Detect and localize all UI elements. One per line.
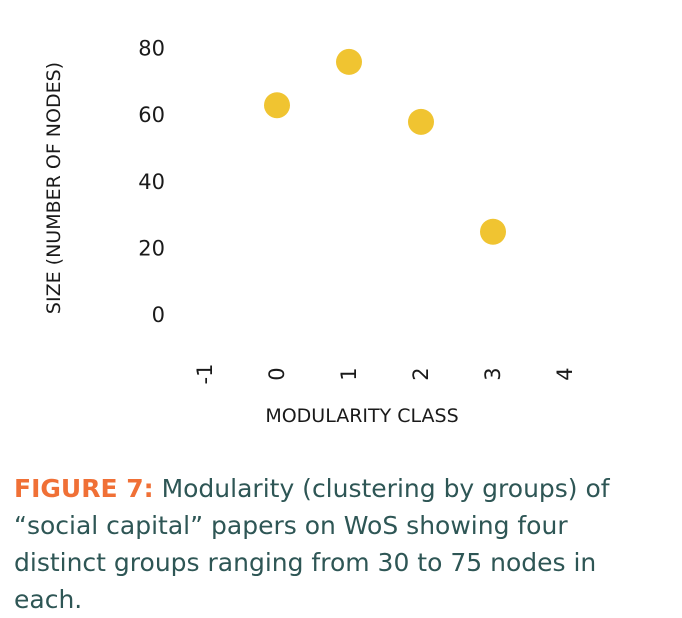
- x-tick-label: 1: [337, 367, 361, 380]
- y-axis-ticks: 0 20 40 60 80: [138, 37, 165, 327]
- data-points: [264, 48, 506, 245]
- x-axis-ticks: -1 0 1 2 3 4: [193, 364, 577, 385]
- x-tick-label: 2: [409, 367, 433, 380]
- data-point: [336, 48, 362, 75]
- x-axis-label: MODULARITY CLASS: [265, 405, 458, 427]
- data-point: [264, 92, 290, 119]
- y-tick-label: 40: [138, 170, 165, 194]
- y-tick-label: 80: [138, 37, 165, 61]
- figure-caption: FIGURE 7: Modularity (clustering by grou…: [14, 470, 664, 618]
- y-tick-label: 20: [138, 236, 165, 260]
- data-point: [480, 218, 506, 245]
- y-tick-label: 0: [152, 303, 165, 327]
- x-tick-label: 3: [481, 367, 505, 380]
- x-tick-label: -1: [193, 364, 217, 385]
- x-tick-label: 4: [553, 367, 577, 380]
- figure-caption-label: FIGURE 7:: [14, 474, 154, 503]
- figure-caption-text: Modularity (clustering by groups) of “so…: [14, 474, 610, 614]
- scatter-chart: 0 20 40 60 80 -1 0 1 2 3 4 MODULARITY CLASS SIZE …: [43, 37, 577, 427]
- y-axis-label: SIZE (NUMBER OF NODES): [43, 62, 65, 314]
- y-tick-label: 60: [138, 103, 165, 127]
- x-tick-label: 0: [265, 367, 289, 380]
- data-point: [408, 108, 434, 135]
